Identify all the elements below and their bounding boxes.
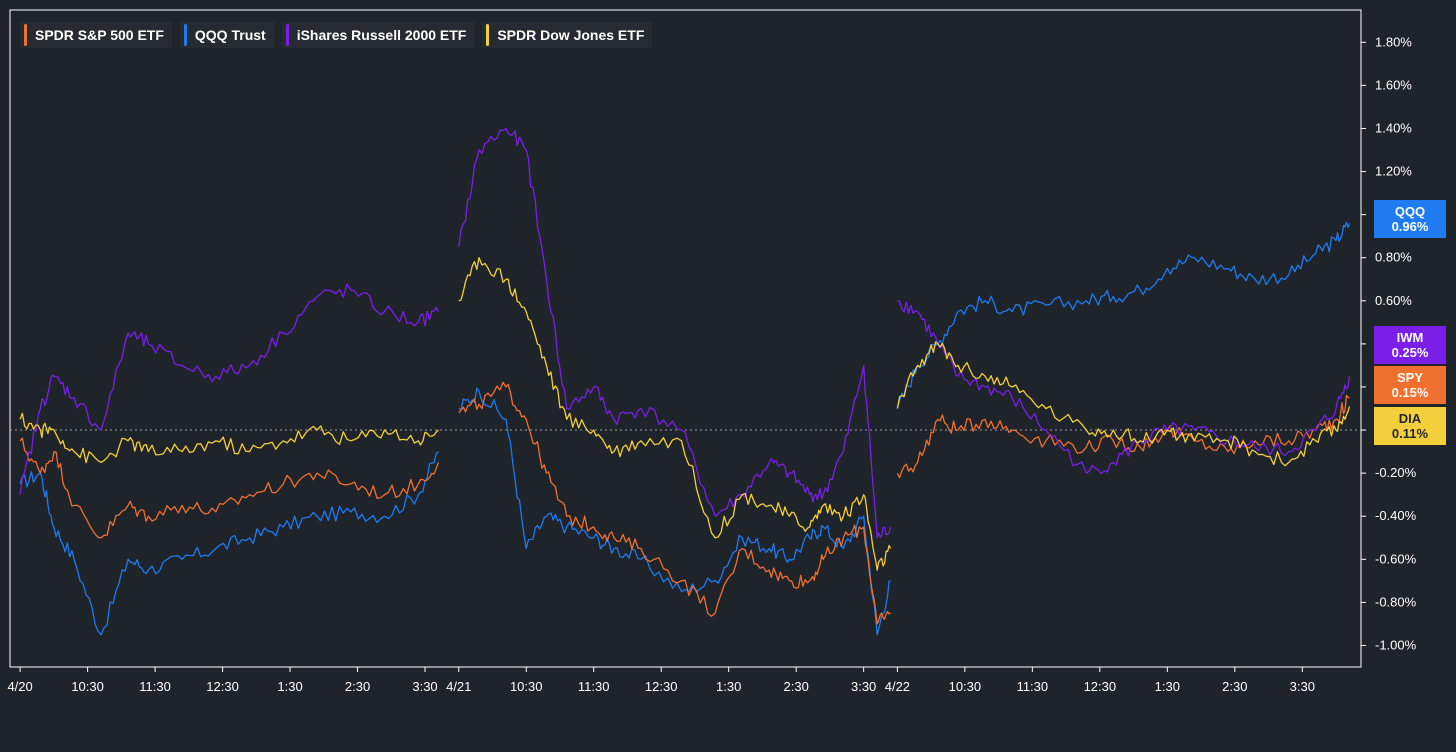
legend-item-iwm[interactable]: iShares Russell 2000 ETF: [281, 22, 475, 48]
y-tick-label: 1.60%: [1375, 77, 1412, 92]
series-line-qqq: [19, 451, 439, 636]
x-tick-label: 10:30: [71, 679, 104, 694]
y-tick-label: 1.80%: [1375, 34, 1412, 49]
series-line-dia: [458, 257, 892, 571]
x-tick-label: 12:30: [1084, 679, 1117, 694]
tag-qqq-symbol: QQQ: [1394, 204, 1426, 219]
series-line-iwm: [897, 300, 1351, 475]
x-tick-label: 4/22: [885, 679, 910, 694]
legend-item-spy[interactable]: SPDR S&P 500 ETF: [20, 22, 172, 48]
legend-label-spy: SPDR S&P 500 ETF: [35, 27, 164, 43]
series-line-iwm: [19, 283, 440, 495]
tag-dia: DIA 0.11%: [1374, 407, 1446, 445]
tag-spy-value: 0.15%: [1391, 385, 1429, 400]
y-tick-label: 0.60%: [1375, 293, 1412, 308]
x-tick-label: 10:30: [949, 679, 982, 694]
x-tick-label: 11:30: [578, 679, 610, 694]
tag-iwm-value: 0.25%: [1391, 345, 1429, 360]
tag-dia-symbol: DIA: [1398, 411, 1422, 426]
series-line-spy: [19, 437, 440, 539]
x-tick-label: 12:30: [645, 679, 678, 694]
series-line-dia: [19, 412, 439, 464]
y-tick-label: 1.40%: [1375, 120, 1412, 135]
series-line-iwm: [458, 127, 892, 539]
x-tick-label: 2:30: [784, 679, 809, 694]
series-line-dia: [896, 341, 1351, 467]
y-tick-label: -0.60%: [1375, 551, 1417, 566]
x-tick-label: 3:30: [412, 679, 437, 694]
y-tick-label: -0.80%: [1375, 594, 1417, 609]
x-tick-label: 3:30: [851, 679, 876, 694]
legend-swatch-spy: [24, 24, 27, 46]
y-tick-label: -0.40%: [1375, 508, 1417, 523]
x-tick-label: 1:30: [716, 679, 741, 694]
series-line-spy: [458, 381, 891, 625]
series-line-spy: [896, 394, 1350, 479]
legend-swatch-iwm: [285, 24, 289, 46]
x-tick-label: 3:30: [1290, 679, 1315, 694]
y-tick-label: 1.20%: [1375, 164, 1412, 179]
legend-label-qqq: QQQ Trust: [194, 27, 266, 43]
x-tick-label: 4/20: [7, 679, 32, 694]
legend-swatch-dia: [486, 24, 490, 46]
legend-item-qqq[interactable]: QQQ Trust: [179, 22, 274, 48]
legend: SPDR S&P 500 ETF QQQ Trust iShares Russe…: [20, 22, 653, 48]
y-tick-label: -1.00%: [1375, 637, 1417, 652]
plot-frame: [9, 9, 1362, 668]
y-tick-label: -0.20%: [1375, 465, 1417, 480]
x-tick-label: 4/21: [446, 679, 471, 694]
x-tick-label: 1:30: [1155, 679, 1180, 694]
y-tick-label: 0.80%: [1375, 250, 1412, 265]
legend-swatch-qqq: [183, 24, 187, 46]
x-tick-label: 10:30: [510, 679, 543, 694]
tag-spy-symbol: SPY: [1396, 370, 1423, 385]
x-tick-label: 12:30: [206, 679, 239, 694]
x-tick-label: 1:30: [277, 679, 302, 694]
legend-label-iwm: iShares Russell 2000 ETF: [296, 27, 467, 43]
tag-iwm: IWM 0.25%: [1374, 326, 1446, 364]
x-tick-label: 2:30: [345, 679, 370, 694]
x-tick-label: 2:30: [1222, 679, 1247, 694]
x-tick-label: 11:30: [139, 679, 171, 694]
series-line-qqq: [896, 221, 1351, 409]
tag-iwm-symbol: IWM: [1396, 330, 1424, 345]
legend-label-dia: SPDR Dow Jones ETF: [497, 27, 645, 43]
x-tick-label: 11:30: [1017, 679, 1049, 694]
tag-spy: SPY 0.15%: [1374, 366, 1446, 404]
legend-item-dia[interactable]: SPDR Dow Jones ETF: [482, 22, 653, 48]
series-layer: [19, 127, 1351, 636]
tag-dia-value: 0.11%: [1391, 426, 1429, 441]
x-axis: 4/20 10:30 11:30 12:30 1:30 2:30 3:30 4/21 10:30…: [7, 667, 1315, 694]
tag-qqq: QQQ 0.96%: [1374, 200, 1446, 238]
tag-qqq-value: 0.96%: [1391, 219, 1429, 234]
